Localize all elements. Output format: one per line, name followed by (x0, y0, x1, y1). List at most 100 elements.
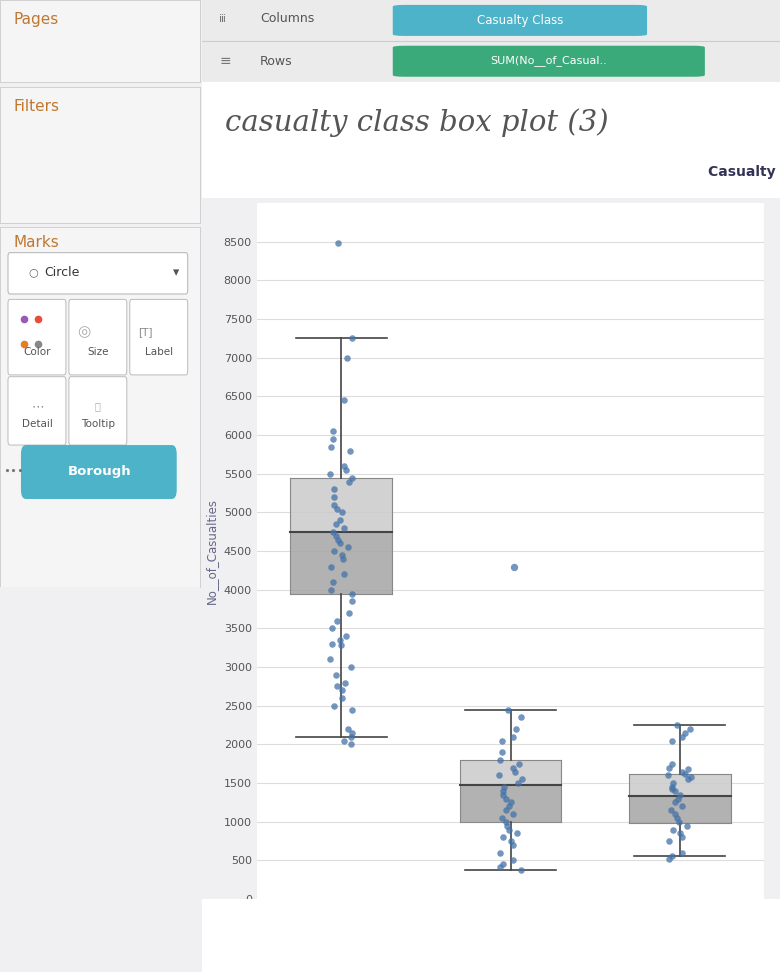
Point (328, 698, 340, 713)
Point (501, 817, 513, 833)
Point (496, 856, 509, 872)
Point (341, 350, 353, 365)
Point (335, 547, 348, 563)
Point (342, 606, 355, 621)
Point (511, 825, 523, 841)
Point (344, 729, 356, 745)
Point (346, 594, 359, 609)
Point (338, 567, 350, 582)
Point (672, 814, 685, 829)
Point (494, 845, 506, 860)
Point (335, 638, 347, 653)
Point (505, 795, 517, 811)
Point (497, 829, 509, 845)
Point (327, 432, 339, 447)
Point (668, 806, 681, 821)
Point (335, 504, 348, 520)
Point (663, 851, 675, 867)
Bar (629, 774, 731, 796)
Point (326, 636, 339, 651)
FancyBboxPatch shape (21, 445, 177, 499)
Point (665, 733, 678, 748)
Point (346, 469, 359, 485)
Text: ○: ○ (28, 267, 37, 278)
Text: Columns: Columns (260, 13, 314, 25)
Point (338, 520, 350, 536)
Point (327, 574, 339, 590)
FancyBboxPatch shape (69, 299, 127, 375)
Point (329, 667, 342, 682)
Point (672, 791, 684, 807)
Text: casualty class box plot (3): casualty class box plot (3) (225, 108, 608, 137)
Point (684, 721, 697, 737)
Point (340, 462, 353, 477)
Point (497, 783, 509, 799)
Point (496, 733, 509, 748)
Point (342, 539, 354, 555)
Point (507, 852, 519, 868)
Point (663, 760, 675, 776)
Point (330, 516, 342, 532)
FancyBboxPatch shape (69, 377, 127, 445)
Point (663, 833, 675, 849)
Point (502, 702, 514, 717)
Point (494, 752, 506, 768)
Text: Tooltip: Tooltip (81, 419, 115, 430)
Point (339, 629, 352, 644)
Point (682, 772, 694, 787)
Text: Size: Size (87, 347, 108, 357)
Point (509, 764, 522, 780)
Point (676, 845, 689, 860)
Point (676, 799, 689, 815)
Point (331, 501, 343, 516)
Point (332, 235, 345, 251)
Point (342, 721, 354, 737)
Point (503, 821, 516, 837)
Point (331, 613, 343, 629)
Point (496, 745, 509, 760)
FancyBboxPatch shape (129, 299, 188, 375)
Text: Rows: Rows (260, 54, 292, 68)
Point (331, 678, 343, 694)
Point (324, 651, 336, 667)
Point (346, 725, 358, 741)
Point (330, 528, 342, 543)
Point (499, 803, 512, 818)
Point (674, 825, 686, 841)
Point (665, 848, 678, 863)
Point (665, 756, 678, 772)
Point (494, 859, 506, 875)
Point (333, 512, 346, 528)
Point (336, 690, 349, 706)
Point (508, 559, 520, 574)
Point (674, 787, 686, 803)
Point (515, 862, 527, 878)
Point (327, 524, 339, 539)
Point (337, 551, 349, 567)
Point (515, 710, 527, 725)
Point (493, 768, 505, 783)
Point (507, 806, 519, 821)
Point (679, 725, 692, 741)
Bar (290, 477, 392, 532)
Y-axis label: No__of_Casualties: No__of_Casualties (205, 498, 218, 605)
Point (505, 833, 517, 849)
Point (334, 632, 346, 647)
Point (510, 721, 523, 737)
Text: ◎: ◎ (77, 325, 90, 339)
Point (496, 810, 509, 825)
Text: ▾: ▾ (172, 266, 179, 279)
Text: SUM(No__of_Casual..: SUM(No__of_Casual.. (491, 55, 607, 66)
Point (516, 772, 528, 787)
Point (335, 682, 348, 698)
FancyBboxPatch shape (8, 377, 66, 445)
Point (344, 443, 356, 459)
Text: Color: Color (23, 347, 51, 357)
Point (499, 814, 512, 829)
Bar (629, 796, 731, 823)
Point (327, 424, 339, 439)
Point (507, 760, 519, 776)
Point (685, 769, 697, 784)
Point (339, 675, 351, 690)
Point (506, 837, 519, 852)
